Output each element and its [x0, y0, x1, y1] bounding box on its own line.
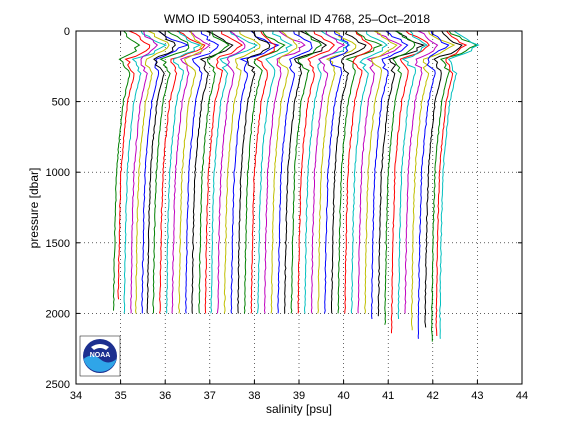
profile-line — [263, 30, 306, 314]
profile-line — [410, 30, 456, 331]
x-axis-label: salinity [psu] — [266, 402, 332, 416]
profile-line — [112, 30, 141, 311]
profile-line — [435, 30, 468, 337]
profile-line — [337, 30, 383, 314]
x-tick-label: 37 — [204, 390, 216, 402]
profile-line — [165, 30, 202, 314]
noaa-logo-gull — [91, 344, 109, 350]
profile-line — [117, 30, 151, 300]
chart-title: WMO ID 5904053, internal ID 4768, 25–Oct… — [164, 12, 430, 26]
profile-line — [290, 30, 323, 314]
profile-line — [141, 30, 190, 314]
noaa-logo: NOAA — [79, 335, 121, 377]
profile-line — [270, 30, 298, 314]
profile-line — [198, 30, 230, 314]
x-tick-label: 35 — [114, 390, 126, 402]
profile-line — [350, 30, 388, 314]
profile-line — [223, 30, 261, 314]
x-tick-label: 38 — [248, 390, 260, 402]
profile-line — [384, 30, 416, 325]
profile-line — [130, 30, 159, 314]
profile-line — [417, 30, 450, 339]
profile-line — [185, 30, 220, 314]
profile-line — [257, 30, 293, 314]
x-tick-label: 43 — [471, 390, 483, 402]
profile-line — [152, 30, 190, 314]
profile-line — [364, 30, 398, 314]
profile-line — [317, 30, 357, 314]
profile-line — [146, 30, 176, 314]
noaa-logo-text: NOAA — [90, 352, 111, 359]
profile-line — [191, 30, 234, 314]
profile-line — [397, 30, 428, 320]
x-tick-label: 34 — [70, 390, 82, 402]
profile-line — [390, 30, 430, 334]
grid — [76, 31, 522, 384]
profile-line — [217, 30, 246, 314]
profile-line — [357, 30, 403, 314]
profile-line — [297, 30, 336, 314]
profile-line — [237, 30, 271, 314]
y-tick-label: 2500 — [46, 379, 70, 391]
y-tick-label: 2000 — [46, 308, 70, 320]
profile-line — [159, 30, 206, 314]
profile-line — [243, 30, 286, 314]
profile-line — [210, 30, 258, 314]
noaa-logo-wave — [83, 355, 117, 372]
x-tick-label: 41 — [382, 390, 394, 402]
axis-ticks: 34 35 36 37 38 39 40 41 42 43 44 0 500 1000 1500 2000 25… — [46, 26, 529, 402]
y-tick-label: 1000 — [46, 167, 70, 179]
y-tick-label: 500 — [52, 97, 70, 109]
profile-line — [344, 30, 373, 314]
profile-line — [230, 30, 280, 314]
profile-line — [123, 30, 168, 314]
profile-line — [135, 30, 170, 314]
x-tick-label: 44 — [516, 390, 528, 402]
profile-line — [324, 30, 349, 314]
profile-line — [310, 30, 346, 314]
salinity-profiles — [112, 30, 480, 342]
profile-line — [204, 30, 244, 314]
profile-line — [424, 30, 463, 328]
profile-line — [404, 30, 439, 314]
profile-line — [178, 30, 204, 314]
x-tick-label: 36 — [159, 390, 171, 402]
x-tick-label: 42 — [427, 390, 439, 402]
y-tick-label: 0 — [64, 26, 70, 38]
profile-line — [370, 30, 409, 320]
profile-line — [171, 30, 211, 314]
profile-line — [431, 30, 478, 342]
x-tick-label: 39 — [293, 390, 305, 402]
y-tick-label: 1500 — [46, 238, 70, 250]
profile-line — [438, 30, 480, 339]
profile-line — [284, 30, 328, 314]
y-axis-label: pressure [dbar] — [27, 168, 41, 249]
x-tick-label: 40 — [337, 390, 349, 402]
profile-line — [277, 30, 313, 314]
profile-line — [304, 30, 351, 314]
profile-line — [377, 30, 426, 317]
profile-line — [331, 30, 367, 314]
profile-line — [250, 30, 277, 314]
